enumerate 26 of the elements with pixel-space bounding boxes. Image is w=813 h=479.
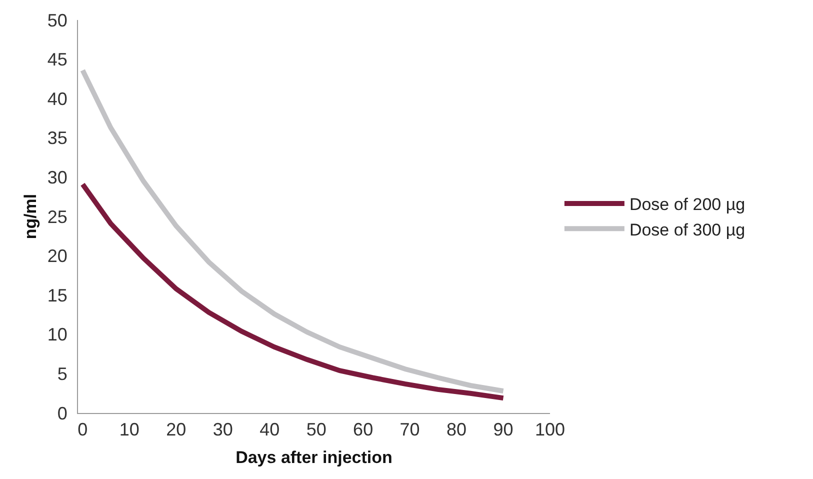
legend-label: Dose of 200 µg — [629, 195, 746, 214]
y-tick-label: 20 — [47, 246, 68, 266]
x-tick-label: 20 — [166, 420, 186, 440]
y-tick-label: 40 — [47, 88, 68, 109]
y-tick-label: 10 — [47, 324, 68, 345]
x-tick-label: 60 — [353, 420, 374, 440]
x-tick-label: 80 — [446, 420, 467, 440]
y-tick-label: 30 — [47, 168, 68, 188]
x-tick-label: 90 — [493, 420, 514, 440]
x-tick-label: 30 — [212, 420, 233, 440]
x-tick-label: 40 — [260, 420, 280, 440]
y-tick-label: 15 — [47, 285, 68, 306]
x-tick-label: 0 — [78, 420, 88, 440]
x-tick-label: 10 — [119, 420, 140, 440]
y-tick-label: 35 — [47, 128, 68, 148]
x-tick-label: 70 — [400, 420, 420, 440]
y-axis-title: ng/ml — [20, 194, 40, 240]
y-tick-label: 25 — [47, 206, 68, 227]
y-tick-label: 5 — [57, 364, 68, 384]
y-tick-label: 50 — [47, 10, 68, 30]
y-tick-label: 45 — [47, 50, 68, 70]
x-tick-label: 100 — [534, 420, 566, 440]
y-tick-label: 0 — [57, 403, 68, 424]
x-tick-label: 50 — [306, 420, 326, 440]
legend-label: Dose of 300 µg — [629, 220, 746, 240]
x-axis-title: Days after injection — [236, 448, 392, 467]
